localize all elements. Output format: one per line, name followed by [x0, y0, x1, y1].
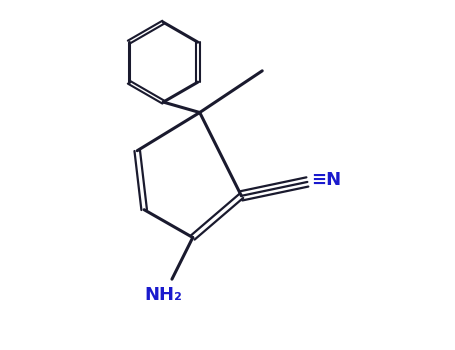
- Text: NH₂: NH₂: [144, 286, 182, 304]
- Text: ≡N: ≡N: [311, 171, 341, 189]
